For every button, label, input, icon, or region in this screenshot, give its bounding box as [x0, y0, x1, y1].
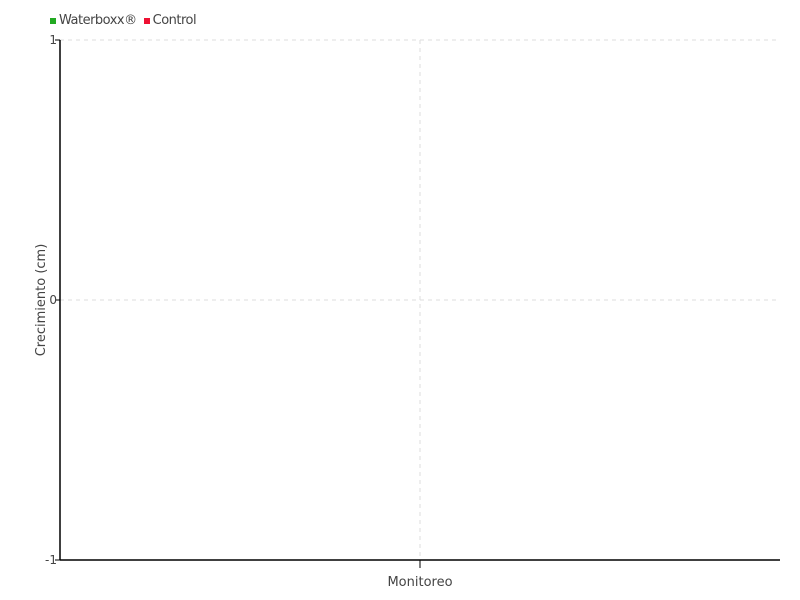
y-tick-label: 1	[49, 33, 57, 47]
y-tick-label: 0	[49, 293, 57, 307]
grid	[60, 39, 780, 560]
legend-label-control: Control	[152, 13, 197, 28]
legend-swatch-waterboxx	[50, 17, 56, 24]
y-axis-label: Crecimiento (cm)	[34, 244, 49, 357]
legend-item-waterboxx[interactable]: Waterboxx®	[50, 13, 137, 28]
y-tick-label: -1	[45, 553, 57, 567]
x-axis-label: Monitoreo	[387, 575, 452, 590]
legend-swatch-control	[143, 17, 150, 24]
legend-item-control[interactable]: Control	[143, 13, 197, 28]
legend-label-waterboxx: Waterboxx®	[59, 13, 137, 28]
legend: Waterboxx® Control	[50, 13, 203, 28]
